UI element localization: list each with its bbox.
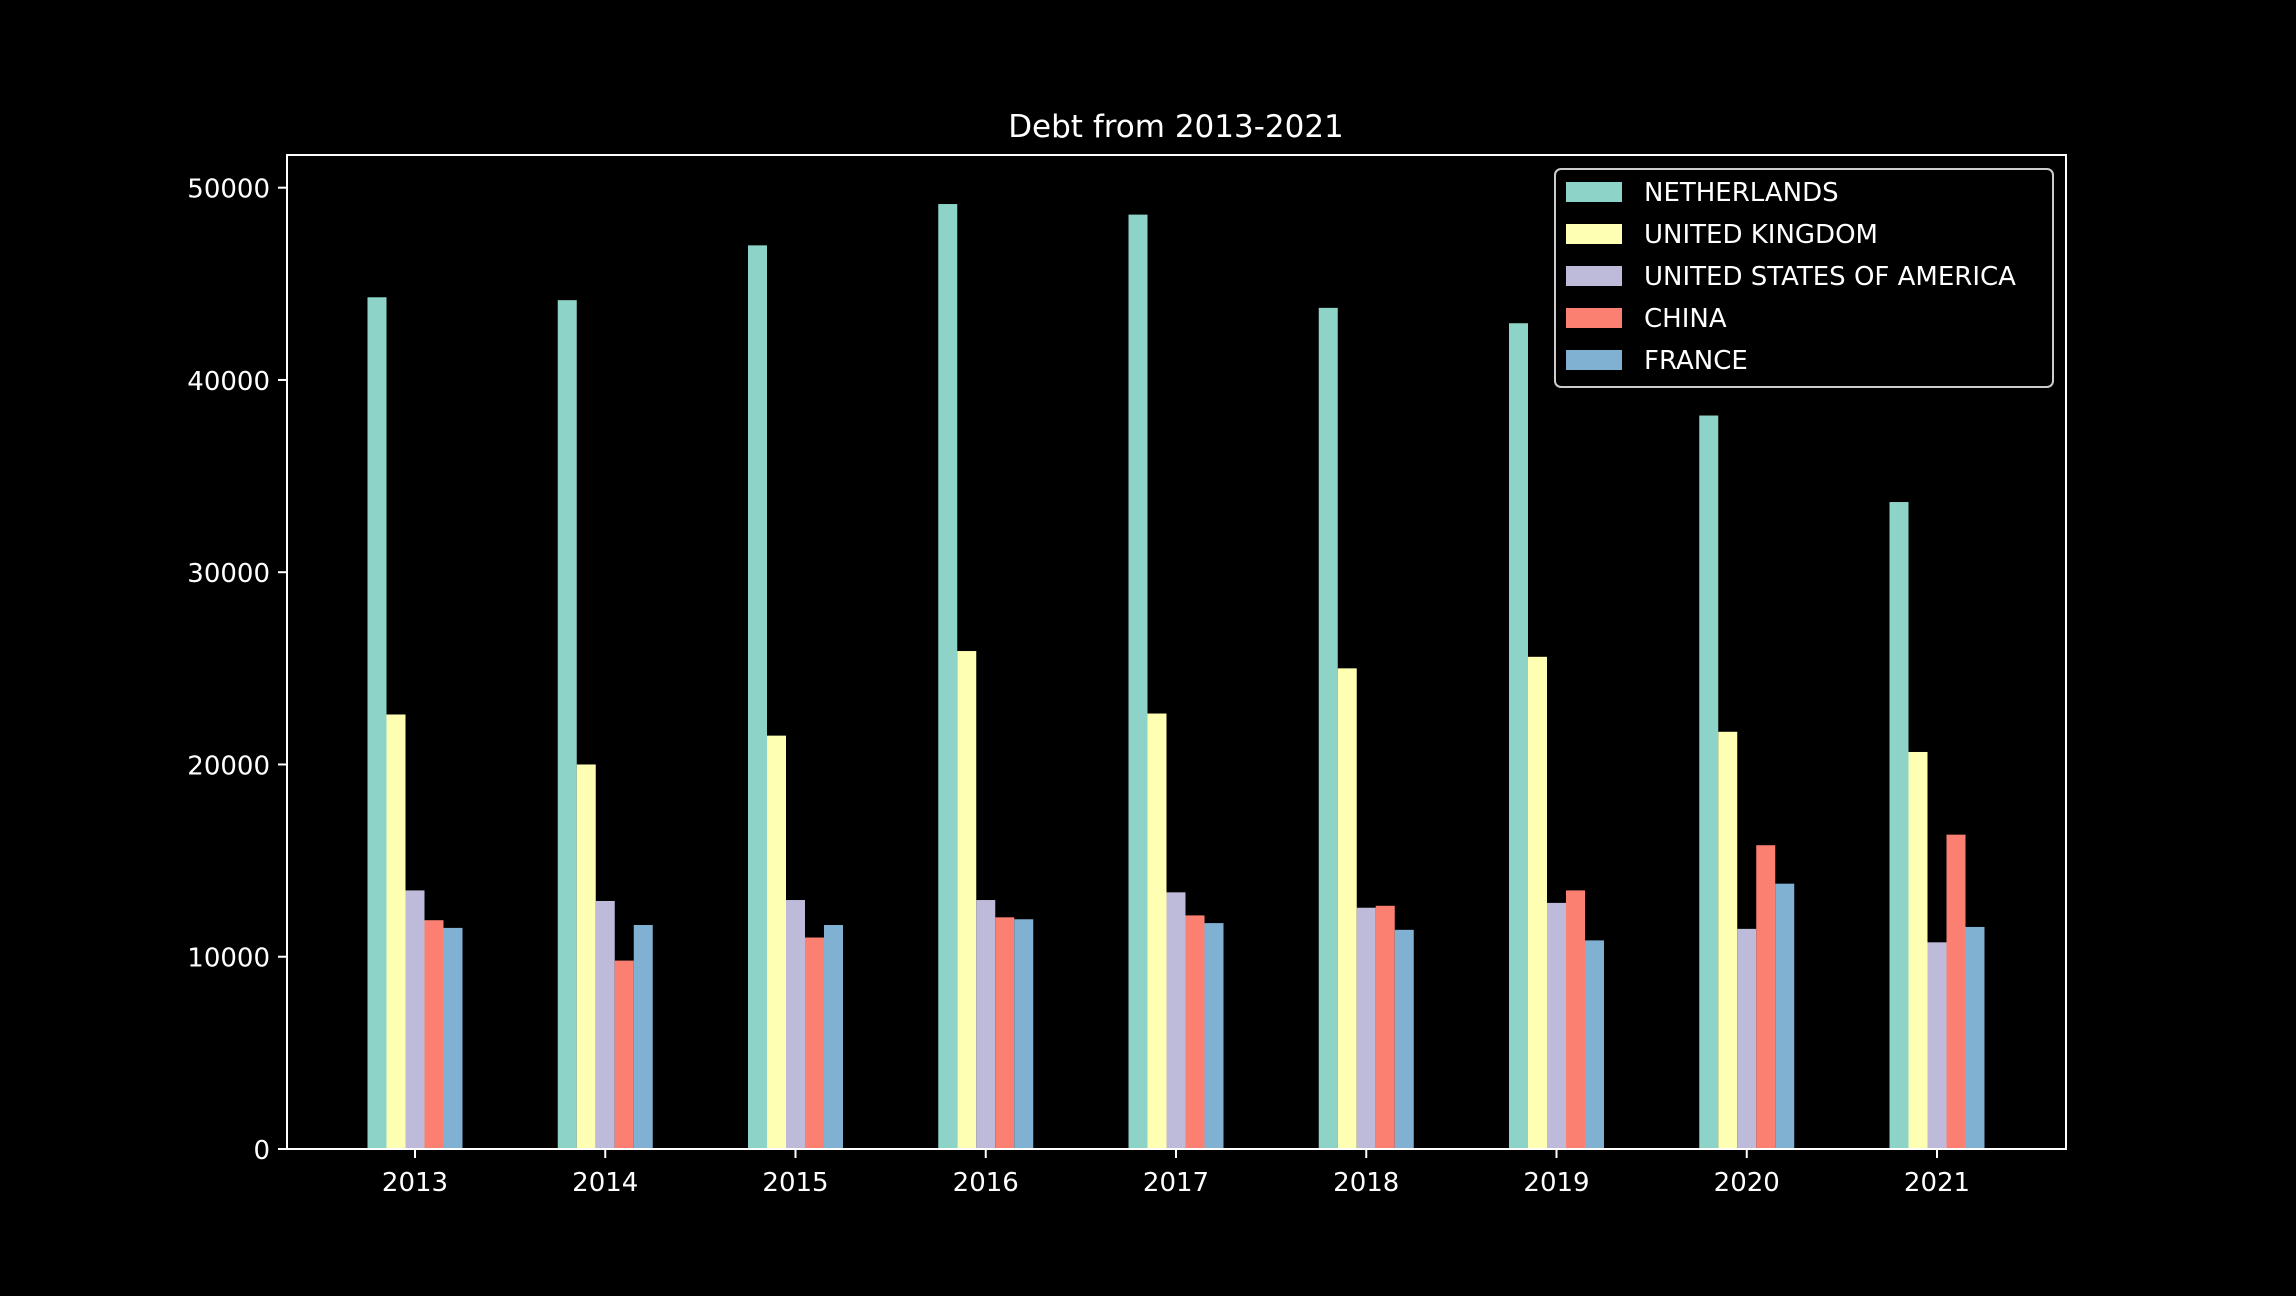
legend-box [1554,168,2054,388]
y-tick-label: 50000 [187,175,270,205]
bar [824,925,843,1149]
bar [633,925,653,1149]
chart-title: Debt from 2013-2021 [1008,109,1344,145]
y-tick-label: 30000 [187,559,270,589]
bars-layer [367,204,1985,1150]
bar [1965,926,1985,1149]
bar [1889,502,1909,1149]
bar [386,714,406,1149]
bar [767,735,786,1149]
axes-layer: 0 10000 20000 30000 40000 50000 2013 2014 2015 20… [187,154,2067,1198]
bar [1375,905,1395,1149]
bar [957,651,977,1149]
bar [1147,713,1167,1149]
bar [1318,307,1338,1150]
bar [1946,834,1966,1149]
bar [1394,929,1414,1149]
legend-label: NETHERLANDS [1644,178,1839,208]
bar [748,245,767,1150]
bar [405,890,425,1149]
bar [557,300,577,1149]
bar [1718,731,1738,1149]
x-tick-label: 2015 [762,1168,828,1198]
bar [1585,940,1604,1149]
bar [1166,892,1186,1149]
x-tick-label: 2018 [1333,1168,1399,1198]
bar [786,900,805,1149]
legend-swatch [1566,266,1622,286]
x-tick-label: 2013 [382,1168,448,1198]
bar [1204,923,1224,1149]
bar [1185,915,1205,1149]
legend-swatch [1566,350,1622,370]
series-united-states-of-america [405,890,1947,1149]
legend-label: UNITED KINGDOM [1644,220,1878,250]
bar [1737,928,1757,1149]
bar [1699,415,1719,1149]
bar [443,927,463,1149]
bar [938,204,958,1149]
series-france [443,883,1985,1149]
legend-swatch [1566,308,1622,328]
bar [1908,751,1928,1149]
y-tick-label: 0 [253,1136,270,1166]
bar [1528,656,1547,1149]
y-tick-label: 10000 [187,944,270,974]
bar [367,297,387,1149]
bar [976,900,996,1149]
bar [995,917,1015,1149]
bar [1337,668,1357,1149]
series-china [424,834,1966,1149]
x-tick-label: 2021 [1904,1168,1970,1198]
legend-swatch [1566,224,1622,244]
series-united-kingdom [386,651,1928,1149]
legend-swatch [1566,182,1622,202]
y-tick-label: 40000 [187,367,270,397]
bar [1547,902,1566,1149]
bar [595,900,615,1149]
legend-label: UNITED STATES OF AMERICA [1644,262,2016,292]
legend: NETHERLANDS UNITED KINGDOM UNITED STATES O… [1554,168,2054,388]
x-tick-label: 2016 [953,1168,1019,1198]
x-tick-label: 2020 [1714,1168,1780,1198]
y-tick-label: 20000 [187,751,270,781]
bar [614,960,634,1149]
bar [1927,942,1947,1149]
bar [1014,919,1034,1149]
legend-label: CHINA [1644,304,1727,334]
x-tick-label: 2014 [572,1168,638,1198]
bar [1566,890,1585,1149]
series-netherlands [367,204,1909,1150]
legend-label: FRANCE [1644,346,1748,376]
bar [1356,907,1376,1149]
bar [1756,845,1776,1149]
bar [1128,214,1148,1150]
bar [1775,883,1795,1149]
bar [1509,323,1528,1150]
bar [805,937,824,1149]
x-tick-label: 2017 [1143,1168,1209,1198]
bar [576,764,596,1149]
x-tick-label: 2019 [1523,1168,1589,1198]
bar [424,920,444,1149]
